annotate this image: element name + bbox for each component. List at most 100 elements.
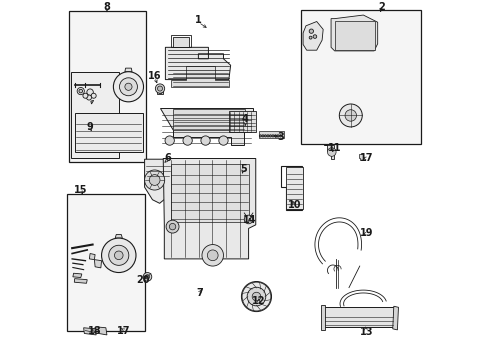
Text: 5: 5 (240, 164, 246, 174)
Circle shape (143, 273, 152, 281)
Circle shape (245, 215, 253, 224)
Circle shape (165, 136, 174, 145)
Bar (259, 131, 285, 138)
Circle shape (267, 135, 269, 137)
Polygon shape (303, 22, 323, 50)
Polygon shape (84, 328, 96, 335)
Circle shape (272, 135, 274, 137)
Polygon shape (89, 253, 95, 260)
Circle shape (166, 220, 179, 233)
Polygon shape (91, 100, 94, 104)
Text: 18: 18 (88, 326, 102, 336)
Circle shape (202, 244, 223, 266)
Polygon shape (321, 305, 324, 330)
Bar (69, 12, 146, 162)
Text: 2: 2 (378, 2, 385, 12)
Circle shape (207, 250, 218, 261)
Bar (229, 111, 256, 132)
Text: 12: 12 (252, 296, 266, 306)
Bar (286, 167, 303, 210)
Circle shape (270, 135, 271, 137)
Circle shape (170, 224, 176, 230)
Text: 6: 6 (165, 153, 172, 163)
Text: 3: 3 (277, 132, 284, 142)
Circle shape (149, 175, 160, 185)
Text: 14: 14 (243, 215, 256, 225)
Polygon shape (145, 159, 172, 203)
Bar (74, 113, 143, 152)
Circle shape (279, 135, 282, 137)
Bar (173, 109, 245, 130)
Polygon shape (166, 39, 231, 80)
Polygon shape (163, 158, 256, 259)
Text: 4: 4 (242, 114, 248, 124)
Polygon shape (74, 279, 87, 283)
Text: 19: 19 (360, 228, 373, 238)
Circle shape (345, 110, 357, 121)
Text: 16: 16 (148, 71, 161, 81)
Bar (300, 10, 421, 144)
Polygon shape (172, 164, 248, 222)
Circle shape (91, 93, 96, 98)
Circle shape (327, 148, 336, 156)
Circle shape (242, 282, 271, 312)
Text: 17: 17 (117, 326, 130, 336)
Polygon shape (172, 66, 229, 87)
Text: 9: 9 (87, 122, 94, 132)
Text: 8: 8 (103, 2, 110, 12)
Circle shape (277, 135, 279, 137)
Polygon shape (173, 37, 190, 46)
Text: 15: 15 (74, 185, 88, 195)
Polygon shape (115, 234, 122, 238)
Text: 20: 20 (136, 275, 149, 285)
Circle shape (219, 136, 228, 145)
Circle shape (309, 29, 314, 33)
Polygon shape (331, 15, 378, 51)
Polygon shape (157, 91, 163, 94)
Text: 17: 17 (360, 153, 374, 163)
Circle shape (339, 104, 362, 127)
Circle shape (145, 170, 165, 190)
Circle shape (77, 87, 84, 95)
Polygon shape (98, 327, 107, 335)
Circle shape (146, 275, 149, 279)
Polygon shape (324, 145, 334, 159)
Polygon shape (393, 306, 398, 330)
Circle shape (201, 136, 210, 145)
Circle shape (79, 89, 82, 93)
Circle shape (157, 86, 163, 91)
Circle shape (101, 238, 136, 273)
Circle shape (259, 135, 262, 137)
Polygon shape (73, 273, 82, 278)
Bar (68, 194, 145, 330)
Circle shape (115, 251, 123, 260)
Circle shape (83, 93, 88, 98)
Circle shape (313, 35, 317, 39)
Text: 10: 10 (288, 200, 301, 210)
Circle shape (252, 292, 261, 301)
Polygon shape (95, 260, 101, 268)
Bar (71, 72, 120, 158)
Text: 1: 1 (195, 15, 202, 26)
Circle shape (155, 84, 165, 93)
Circle shape (309, 36, 312, 39)
Circle shape (125, 83, 132, 90)
Circle shape (262, 135, 264, 137)
Text: 11: 11 (328, 143, 342, 153)
Circle shape (113, 72, 144, 102)
Polygon shape (160, 108, 253, 145)
Circle shape (120, 78, 137, 96)
Circle shape (87, 95, 92, 100)
Circle shape (247, 287, 266, 306)
Circle shape (87, 89, 93, 95)
Bar (335, 21, 375, 50)
Circle shape (274, 135, 276, 137)
Text: 7: 7 (197, 288, 203, 298)
Polygon shape (125, 68, 132, 72)
Polygon shape (359, 154, 364, 160)
Bar (324, 307, 394, 327)
Circle shape (265, 135, 267, 137)
Text: 13: 13 (360, 327, 373, 337)
Circle shape (109, 245, 129, 265)
Circle shape (183, 136, 192, 145)
